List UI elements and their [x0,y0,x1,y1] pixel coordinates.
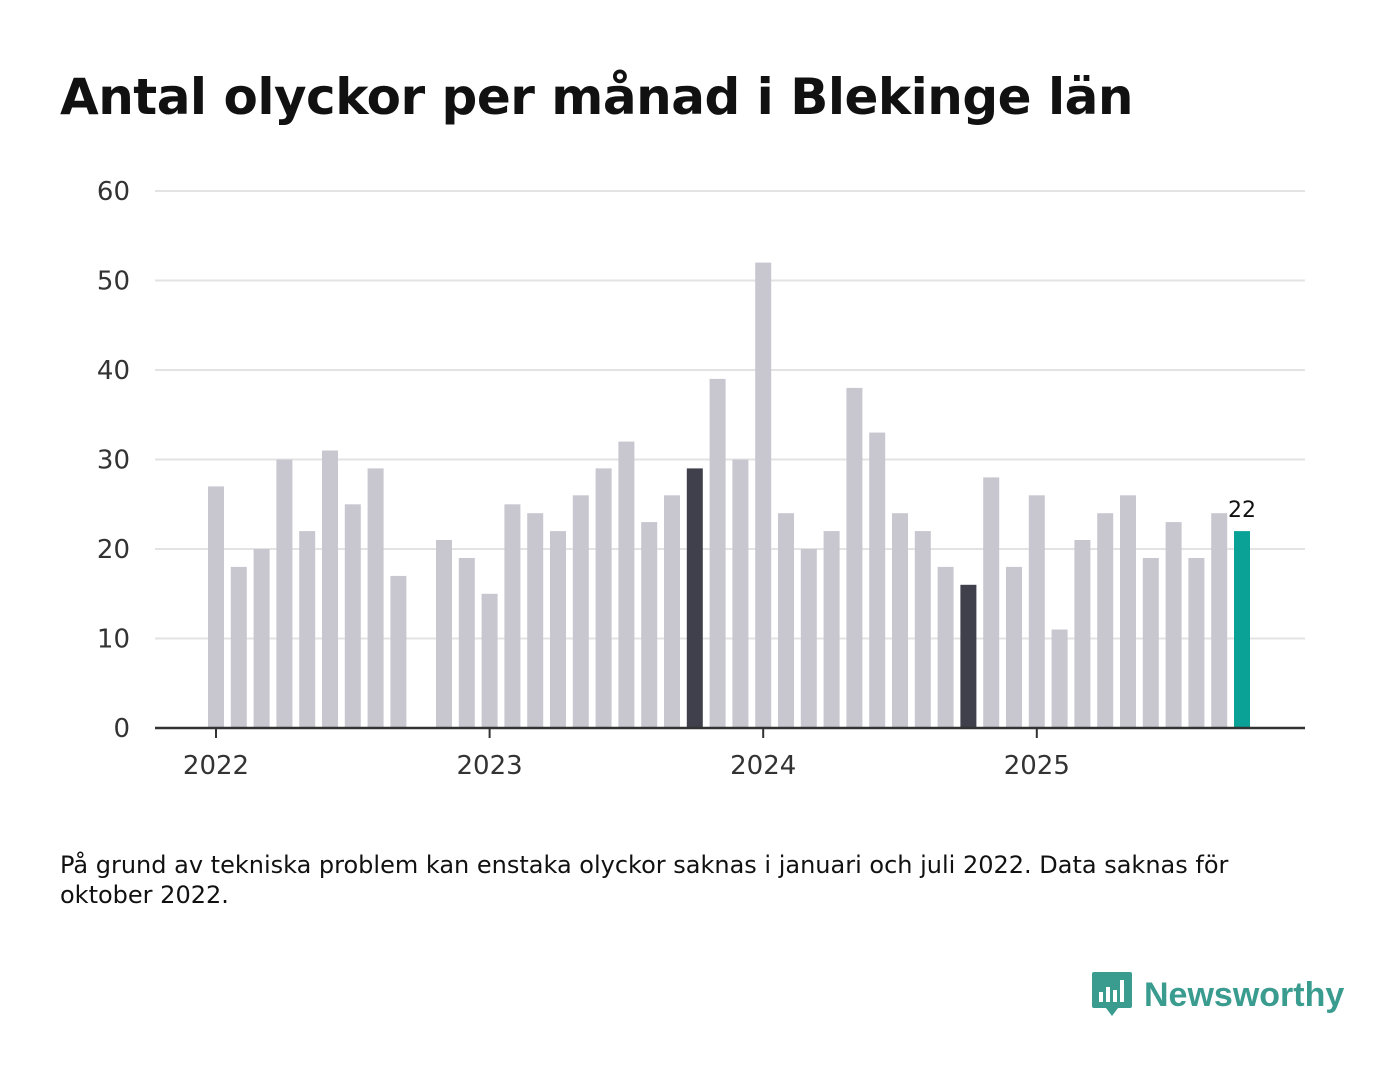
bar-37[interactable] [1051,629,1068,729]
bar-42[interactable] [1165,522,1182,728]
bar-11[interactable] [458,558,475,728]
bar-32[interactable] [937,566,954,728]
bar-16[interactable] [572,495,589,728]
bar-20[interactable] [664,495,680,728]
bar-28[interactable] [846,387,863,728]
bar-39[interactable] [1097,513,1114,728]
bar-36[interactable] [1028,495,1045,728]
bar-1[interactable] [230,566,247,728]
bar-0[interactable] [208,486,224,728]
bar-34[interactable] [983,477,1000,728]
y-tick-label-40: 40 [97,356,130,386]
bar-12[interactable] [481,593,498,729]
x-tick-label-2023: 2023 [457,751,523,781]
y-tick-label-20: 20 [97,535,130,565]
bar-24[interactable] [755,262,772,728]
bar-5[interactable] [322,450,338,729]
y-tick-label-10: 10 [97,625,130,655]
bar-22[interactable] [709,378,726,728]
x-tick-label-2024: 2024 [730,751,796,781]
x-tick-label-2025: 2025 [1004,751,1070,781]
x-tick-label-2022: 2022 [183,751,249,781]
bar-30[interactable] [892,513,908,728]
y-tick-label-60: 60 [97,177,130,207]
bar-35[interactable] [1006,566,1022,728]
bar-2[interactable] [253,549,270,728]
brand-name: Newsworthy [1144,975,1345,1014]
chart-title: Antal olyckor per månad i Blekinge län [60,68,1133,126]
bar-4[interactable] [299,531,316,728]
bar-25[interactable] [778,513,794,728]
bar-14[interactable] [527,513,544,728]
bar-29[interactable] [869,432,886,728]
newsworthy-logo[interactable]: Newsworthy [1090,970,1344,1020]
bar-19[interactable] [641,522,658,728]
footnote: På grund av tekniska problem kan enstaka… [60,851,1229,909]
bar-43[interactable] [1188,558,1205,728]
bar-13[interactable] [504,504,521,729]
bar-10[interactable] [436,540,452,728]
y-tick-label-30: 30 [97,446,130,476]
bar-6[interactable] [344,504,361,729]
data-label-latest: 22 [1228,498,1256,523]
bar-38[interactable] [1074,540,1091,728]
bar-3[interactable] [276,459,293,729]
bar-7[interactable] [367,468,384,728]
bar-40[interactable] [1120,495,1136,728]
y-tick-label-50: 50 [97,267,130,297]
bar-18[interactable] [618,441,635,728]
bar-8[interactable] [390,575,407,728]
bar-21[interactable] [686,468,703,728]
bar-41[interactable] [1142,558,1159,728]
bar-27[interactable] [823,531,840,728]
y-tick-label-0: 0 [113,714,130,744]
bar-15[interactable] [550,531,566,728]
bar-23[interactable] [732,459,749,729]
bar-26[interactable] [800,549,817,728]
bar-31[interactable] [914,531,931,728]
newsworthy-logo-icon [1092,972,1132,1016]
bar-33[interactable] [960,584,977,728]
bar-chart: 0 10 20 30 40 50 60 2022 2023 2024 2025 22 [97,177,1305,781]
bar-44[interactable] [1211,513,1228,728]
bar-17[interactable] [595,468,612,728]
bar-45[interactable] [1234,531,1250,728]
